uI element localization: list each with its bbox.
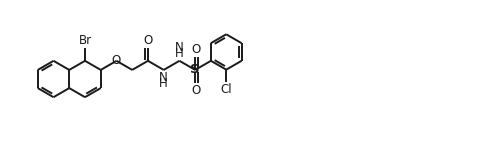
Text: N: N [160,71,168,84]
Text: H: H [160,77,168,90]
Text: O: O [192,84,201,97]
Text: O: O [112,54,121,67]
Text: Cl: Cl [220,83,232,96]
Text: O: O [192,43,201,56]
Text: N: N [175,41,184,54]
Text: S: S [190,63,200,76]
Text: Br: Br [78,34,92,47]
Text: H: H [175,47,184,60]
Text: O: O [144,34,152,47]
